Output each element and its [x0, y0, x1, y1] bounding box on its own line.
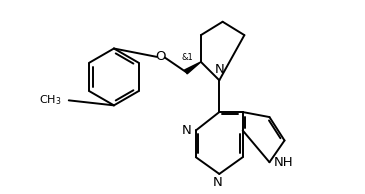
Text: O: O — [155, 50, 166, 63]
Text: N: N — [213, 176, 223, 189]
Text: &1: &1 — [182, 53, 193, 62]
Text: N: N — [182, 124, 192, 137]
Text: N: N — [214, 63, 224, 76]
Text: CH$_3$: CH$_3$ — [39, 94, 61, 107]
Text: NH: NH — [273, 156, 293, 169]
Polygon shape — [185, 62, 201, 74]
